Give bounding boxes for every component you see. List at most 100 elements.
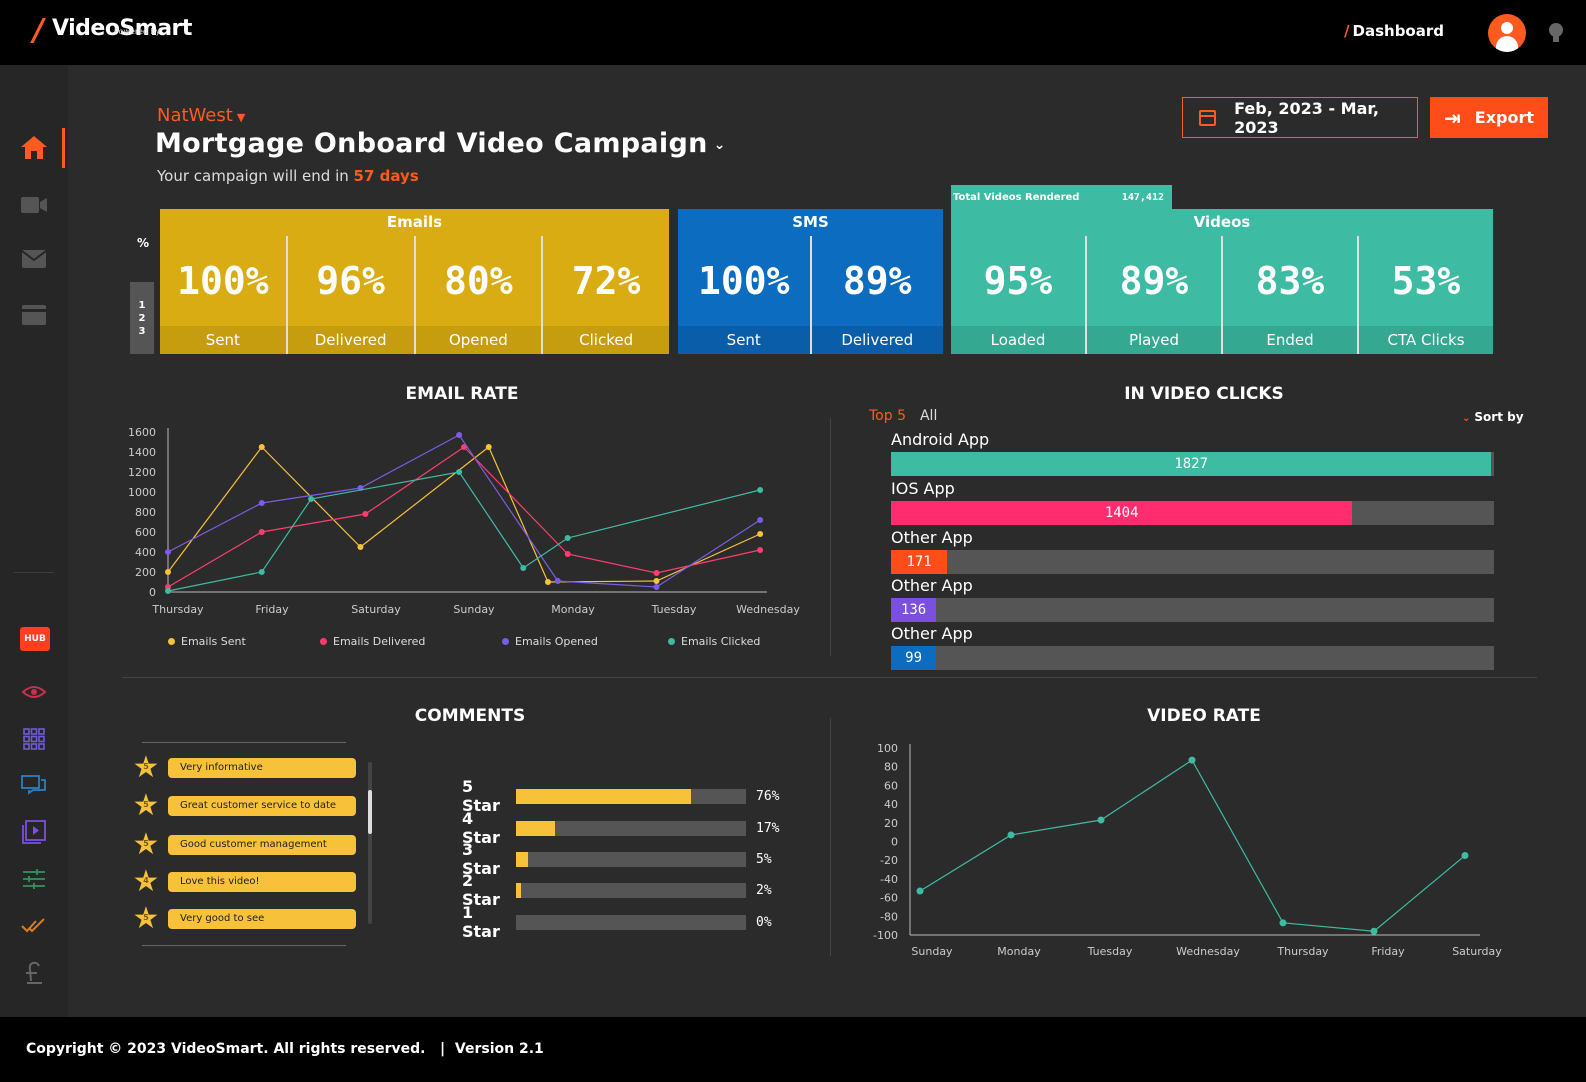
grid-apps-icon[interactable]: [20, 727, 48, 751]
chat-icon[interactable]: [20, 773, 48, 797]
video-library-icon[interactable]: [20, 820, 48, 844]
sort-by-label: Sort by: [1474, 410, 1524, 424]
comment-item[interactable]: ★ 5 Good customer management: [132, 830, 356, 860]
data-point[interactable]: [1097, 816, 1105, 824]
sms-delivered-cell[interactable]: 89% Delivered: [811, 236, 943, 354]
pound-icon[interactable]: [20, 961, 48, 985]
data-point[interactable]: [757, 531, 764, 537]
comments-scroll-thumb[interactable]: [368, 790, 372, 834]
comments-scroll-track[interactable]: [368, 762, 372, 924]
email-rate-chart: 0 200 400 600 800 1000 1200 1400 1600 Thursday Fri…: [128, 426, 800, 616]
breadcrumb[interactable]: / Dashboard: [1344, 22, 1444, 40]
data-point[interactable]: [456, 469, 463, 475]
mail-icon[interactable]: [20, 247, 48, 271]
data-point[interactable]: [653, 584, 660, 590]
emails-clicked-cell[interactable]: 72% Clicked: [543, 236, 669, 354]
legend-emails-sent[interactable]: Emails Sent: [168, 635, 246, 648]
stat-value: 100%: [160, 236, 286, 326]
videos-played-cell[interactable]: 89% Played: [1087, 236, 1223, 354]
videos-cta-clicks-cell[interactable]: 53% CTA Clicks: [1359, 236, 1493, 354]
sliders-icon[interactable]: [20, 867, 48, 891]
stat-label: Loaded: [951, 326, 1085, 354]
data-point[interactable]: [1370, 927, 1378, 935]
data-point[interactable]: [916, 887, 924, 895]
home-icon[interactable]: [20, 135, 48, 159]
date-range-picker[interactable]: Feb, 2023 - Mar, 2023: [1182, 97, 1418, 138]
legend-emails-opened[interactable]: Emails Opened: [502, 635, 598, 648]
click-row[interactable]: Other App 136: [891, 576, 1494, 622]
logo[interactable]: / VideoSmart: [33, 16, 192, 46]
data-point[interactable]: [520, 565, 527, 571]
data-point[interactable]: [362, 511, 369, 517]
eye-analytics-icon[interactable]: [20, 680, 48, 704]
data-point[interactable]: [1279, 919, 1287, 927]
x-tick-label: Tuesday: [1087, 945, 1133, 958]
star-rating-percent: 76%: [756, 788, 780, 804]
click-bar-fill: 136: [891, 598, 937, 622]
stat-value: 89%: [1087, 236, 1221, 326]
total-videos-rendered-tab: Total Videos Rendered 147,412: [951, 185, 1172, 209]
data-point[interactable]: [564, 551, 571, 557]
double-check-icon[interactable]: [20, 914, 48, 938]
videos-loaded-cell[interactable]: 95% Loaded: [951, 236, 1087, 354]
sort-by-dropdown[interactable]: ⌄ Sort by: [1462, 410, 1524, 424]
data-point[interactable]: [653, 570, 660, 576]
sms-sent-cell[interactable]: 100% Sent: [678, 236, 812, 354]
number-toggle[interactable]: 1 2 3: [130, 282, 154, 354]
click-row[interactable]: IOS App 1404: [891, 479, 1494, 525]
comment-item[interactable]: ★ 5 Very informative: [132, 753, 356, 783]
filter-all-tab[interactable]: All: [919, 408, 938, 424]
data-point[interactable]: [165, 588, 171, 594]
sms-card-icon[interactable]: [20, 303, 48, 327]
data-point[interactable]: [757, 517, 764, 523]
toggle-digit: 3: [138, 325, 146, 337]
data-point[interactable]: [357, 544, 364, 550]
data-point[interactable]: [1188, 756, 1196, 764]
videos-ended-cell[interactable]: 83% Ended: [1223, 236, 1359, 354]
comment-item[interactable]: ★ 5 Great customer service to date: [132, 791, 356, 821]
comment-item[interactable]: ★ 4 Love this video!: [132, 867, 356, 897]
data-point[interactable]: [258, 569, 265, 575]
data-point[interactable]: [308, 496, 315, 502]
data-point[interactable]: [564, 535, 571, 541]
data-point[interactable]: [1461, 852, 1469, 860]
avatar[interactable]: [1488, 14, 1526, 52]
filter-top5-tab[interactable]: Top 5: [869, 408, 906, 424]
data-point[interactable]: [258, 500, 265, 506]
export-button[interactable]: ⇥ Export: [1430, 97, 1548, 138]
footer: Copyright © 2023 VideoSmart. All rights …: [0, 1017, 1586, 1082]
campaign-selector[interactable]: Mortgage Onboard Video Campaign ⌄: [155, 128, 726, 159]
star-rating-label: 4 Star: [462, 809, 500, 847]
emails-sent-cell[interactable]: 100% Sent: [160, 236, 288, 354]
data-point[interactable]: [757, 487, 764, 493]
click-row-name: Other App: [891, 624, 973, 643]
comments-top-rule: [142, 742, 346, 743]
click-row[interactable]: Android App 1827: [891, 430, 1494, 476]
data-point[interactable]: [1007, 831, 1015, 839]
click-row[interactable]: Other App 99: [891, 624, 1494, 670]
legend-emails-delivered[interactable]: Emails Delivered: [320, 635, 425, 648]
star-icon: ★ 4: [132, 864, 160, 899]
data-point[interactable]: [258, 444, 265, 450]
data-point[interactable]: [456, 432, 463, 438]
data-point[interactable]: [757, 547, 764, 553]
lightbulb-icon[interactable]: [1549, 23, 1563, 42]
emails-opened-cell[interactable]: 80% Opened: [415, 236, 544, 354]
click-bar-track: 99: [891, 646, 1494, 670]
legend-emails-clicked[interactable]: Emails Clicked: [668, 635, 760, 648]
data-point[interactable]: [653, 578, 660, 584]
star-rating-label: 3 Star: [462, 840, 500, 878]
data-point[interactable]: [258, 529, 265, 535]
data-point[interactable]: [554, 578, 561, 584]
data-point[interactable]: [485, 444, 492, 450]
video-camera-icon[interactable]: [20, 193, 48, 217]
emails-delivered-cell[interactable]: 96% Delivered: [287, 236, 416, 354]
click-row[interactable]: Other App 171: [891, 528, 1494, 574]
client-selector[interactable]: NatWest ▼: [157, 105, 245, 126]
legend-label: Emails Delivered: [333, 635, 426, 648]
data-point[interactable]: [165, 569, 171, 575]
data-point[interactable]: [544, 579, 551, 585]
hub-badge[interactable]: HUB: [20, 627, 50, 651]
data-point[interactable]: [165, 549, 171, 555]
comment-item[interactable]: ★ 5 Very good to see: [132, 904, 356, 934]
